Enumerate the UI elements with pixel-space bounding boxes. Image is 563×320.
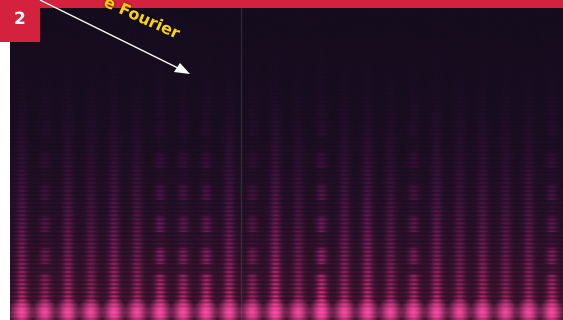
left-red-tab (0, 0, 10, 42)
spectrogram-image (10, 8, 563, 320)
figure-number: 2 (14, 9, 26, 29)
header-bar (0, 0, 563, 8)
